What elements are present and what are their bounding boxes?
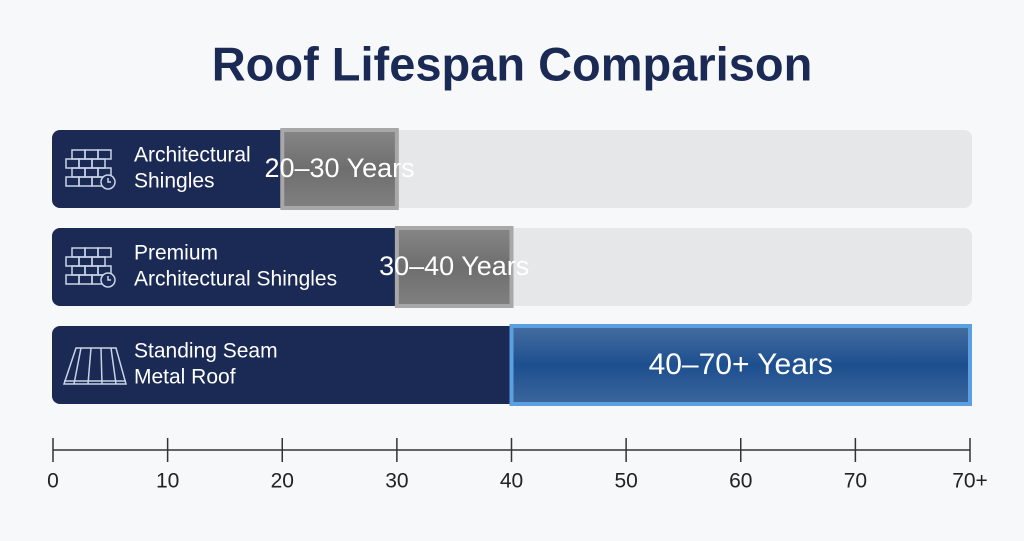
label-panel xyxy=(52,228,397,306)
x-tick-label: 30 xyxy=(385,470,408,493)
label-panel-edge xyxy=(501,326,512,404)
category-label: Shingles xyxy=(134,170,215,193)
x-tick-label: 50 xyxy=(614,470,637,493)
x-tick-label: 20 xyxy=(271,470,294,493)
category-label: Metal Roof xyxy=(134,366,236,389)
category-label: Premium xyxy=(134,242,218,265)
value-label: 40–70+ Years xyxy=(649,348,833,381)
x-tick-label: 10 xyxy=(156,470,179,493)
value-label: 20–30 Years xyxy=(264,153,414,183)
x-tick-label: 40 xyxy=(500,470,523,493)
x-tick-label: 70 xyxy=(844,470,867,493)
range-bar xyxy=(394,226,514,308)
category-icon xyxy=(65,149,116,190)
label-panel xyxy=(52,326,512,404)
category-label: Architectural Shingles xyxy=(134,268,337,291)
clock-hands xyxy=(107,178,111,183)
label-panel-edge xyxy=(272,130,283,208)
category-label: Architectural xyxy=(134,144,251,167)
chart-title: Roof Lifespan Comparison xyxy=(212,37,813,90)
category-icon xyxy=(62,347,127,385)
x-tick-label: 60 xyxy=(729,470,752,493)
category-label: Standing Seam xyxy=(134,340,278,363)
value-label: 30–40 Years xyxy=(379,251,529,281)
metal-roof xyxy=(62,347,127,385)
label-panel-edge xyxy=(386,228,397,306)
range-bar xyxy=(509,324,972,406)
x-tick-label: 70+ xyxy=(952,470,988,493)
x-tick-label: 0 xyxy=(47,470,59,493)
category-icon xyxy=(65,247,116,288)
range-bar xyxy=(280,128,399,210)
clock-hands xyxy=(107,276,111,281)
